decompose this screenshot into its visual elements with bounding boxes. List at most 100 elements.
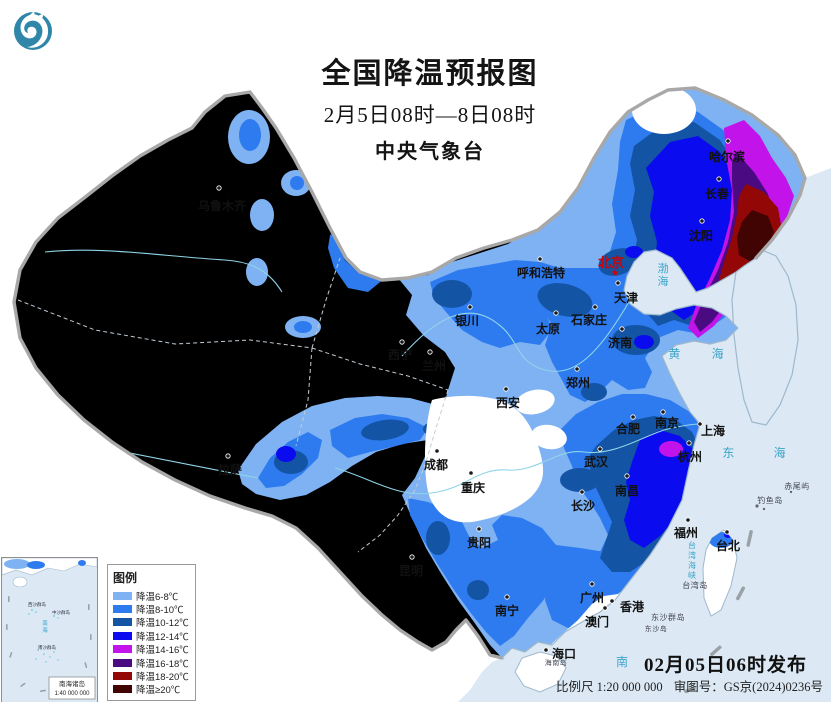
city-银川: 银川: [455, 304, 479, 328]
city-label: 台北: [716, 538, 740, 553]
city-dot: [467, 304, 473, 310]
city-label: 银川: [455, 313, 479, 328]
city-dot: [697, 421, 703, 427]
legend-title: 图例: [113, 571, 138, 585]
legend-swatch: [113, 685, 132, 694]
city-label: 武汉: [584, 454, 609, 469]
legend-label: 降温18-20℃: [136, 672, 189, 684]
scale-line: 比例尺 1:20 000 000 审图号：GS京(2024)0236号: [556, 676, 823, 695]
city-沈阳: 沈阳: [689, 218, 713, 243]
city-dot: [216, 185, 222, 191]
legend-box: 图例 降温6-8℃ 降温8-10℃ 降温10-12℃ 降温12-14℃ 降温14-16℃…: [107, 564, 196, 701]
legend-item: 降温16-18℃: [113, 656, 195, 670]
title-block: 全国降温预报图 2月5日08时—8日08时 中央气象台: [250, 50, 610, 164]
city-dot: [660, 409, 666, 415]
legend-swatch: [113, 591, 132, 600]
city-贵阳: 贵阳: [467, 526, 491, 550]
nine-dash-line: [684, 530, 753, 694]
sea-label: 渤海: [658, 262, 669, 288]
sea-label: 东 海: [722, 445, 803, 460]
city-昆明: 昆明: [399, 554, 423, 578]
legend-item: 降温≥20℃: [113, 683, 195, 696]
city-dot: [597, 446, 603, 452]
city-label: 长沙: [571, 498, 595, 513]
legend-label: 降温6-8℃: [136, 591, 179, 603]
city-label: 重庆: [461, 480, 485, 495]
city-label: 南昌: [615, 483, 639, 498]
city-label: 天津: [614, 290, 638, 305]
city-label: 北京: [598, 255, 624, 270]
national-border: [12, 86, 807, 660]
city-dot: [553, 310, 559, 316]
city-dot: [399, 339, 405, 345]
city-dot: [724, 529, 730, 535]
inset-dash-line: [6, 596, 92, 692]
coastline: [501, 249, 757, 659]
city-南昌: 南昌: [615, 473, 639, 498]
city-dot: [468, 470, 474, 476]
city-dot: [574, 366, 580, 372]
city-label: 西安: [496, 395, 520, 410]
city-dot: [537, 256, 543, 262]
city-label: 上海: [701, 423, 725, 438]
city-dot: [409, 554, 415, 560]
inset-sea-label: 南海: [42, 619, 48, 634]
city-label: 西宁: [388, 347, 412, 362]
island-label: 东沙群岛: [651, 612, 685, 622]
city-dot: [427, 349, 433, 355]
map-scale: 比例尺 1:20 000 000: [556, 680, 663, 694]
hainan-island: [514, 651, 567, 693]
cma-logo: [14, 11, 52, 50]
city-label: 济南: [608, 335, 632, 350]
city-label: 乌鲁木齐: [198, 198, 247, 213]
map-title: 全国降温预报图: [321, 58, 539, 90]
city-dot: [589, 581, 595, 587]
city-label: 广州: [580, 590, 604, 605]
capital-star-icon: ★: [611, 268, 620, 279]
city-label: 合肥: [616, 421, 640, 436]
city-乌鲁木齐: 乌鲁木齐: [198, 185, 247, 213]
city-dot: [543, 647, 549, 653]
city-dot: [592, 304, 598, 310]
sea-area: [458, 168, 831, 702]
city-石家庄: 石家庄: [570, 304, 607, 327]
island-label: 钓鱼岛: [757, 495, 783, 505]
city-label: 石家庄: [570, 312, 607, 327]
island-label: 台湾岛: [682, 580, 708, 590]
inset-island-label: 南沙群岛: [38, 644, 56, 651]
city-香港: 香港: [609, 598, 645, 614]
city-广州: 广州: [580, 581, 604, 605]
legend-label: 降温8-10℃: [136, 605, 184, 617]
city-dot: [699, 218, 705, 224]
city-label: 拉萨: [218, 462, 242, 477]
island-label: 海南岛: [545, 658, 568, 667]
city-海口: 海口: [543, 646, 576, 661]
city-长春: 长春: [705, 176, 730, 201]
city-dot: [619, 326, 625, 332]
inset-island-dots: [28, 609, 59, 663]
sea-label: 南: [616, 654, 628, 669]
city-dot: [602, 605, 608, 611]
city-南宁: 南宁: [495, 594, 519, 618]
city-澳门: 澳门: [585, 605, 609, 629]
legend-label: 降温10-12℃: [136, 618, 189, 630]
city-dot: [624, 473, 630, 479]
city-西安: 西安: [496, 386, 520, 410]
legend-label: 降温16-18℃: [136, 658, 189, 670]
city-label: 澳门: [585, 614, 609, 629]
city-label: 兰州: [422, 358, 446, 373]
city-label: 贵阳: [467, 535, 491, 550]
city-dot: [476, 526, 482, 532]
city-dot: [615, 280, 621, 286]
city-南京: 南京: [655, 409, 679, 430]
legend-label: 降温14-16℃: [136, 645, 189, 657]
inset-scale: 1:40 000 000: [54, 691, 90, 697]
city-太原: 太原: [536, 310, 560, 336]
city-dot: [225, 453, 231, 459]
city-label: 香港: [619, 599, 645, 614]
inset-title: 南海诸岛: [59, 679, 85, 688]
inset-island-label: 中沙群岛: [52, 609, 70, 616]
city-dot: [504, 594, 510, 600]
